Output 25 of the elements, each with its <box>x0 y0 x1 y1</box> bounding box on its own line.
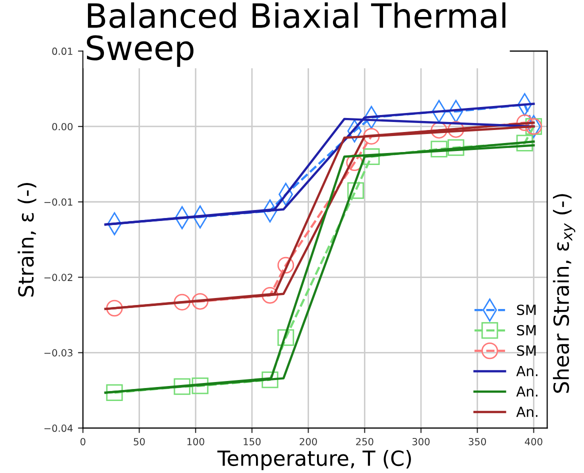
x-tick-label: 50 <box>134 438 145 446</box>
y-axis-title: Strain, ε (-) <box>18 183 36 297</box>
legend-label: SM <box>517 304 536 316</box>
y-tick-label: 0.00 <box>52 122 73 130</box>
y-tick-label: −0.03 <box>44 349 72 356</box>
y-tick-label: −0.02 <box>44 274 72 282</box>
legend-label: SM <box>517 324 536 336</box>
x-tick-label: 150 <box>244 438 261 446</box>
chart-title: Balanced Biaxial Thermal Sweep <box>86 2 506 67</box>
y-tick-label: 0.01 <box>52 48 72 55</box>
legend-label: An. <box>516 406 538 417</box>
y-tick-label: −0.04 <box>44 424 73 432</box>
x-axis-title: Temperature, T (C) <box>217 450 411 470</box>
legend-label: An. <box>516 366 538 376</box>
x-tick-label: 200 <box>300 438 317 446</box>
x-tick-label: 0 <box>80 438 86 446</box>
legend-label: An. <box>516 386 538 396</box>
x-tick-label: 250 <box>356 438 374 446</box>
legend-label: SM <box>517 345 536 356</box>
x-tick-label: 350 <box>468 438 486 446</box>
x-tick-label: 400 <box>524 438 542 446</box>
x-tick-label: 300 <box>412 438 430 446</box>
y2-axis-title: Shear Strain, ε$_{xy}$ (-) <box>552 194 576 393</box>
y-tick-label: −0.01 <box>44 198 72 206</box>
x-tick-label: 100 <box>187 438 204 446</box>
